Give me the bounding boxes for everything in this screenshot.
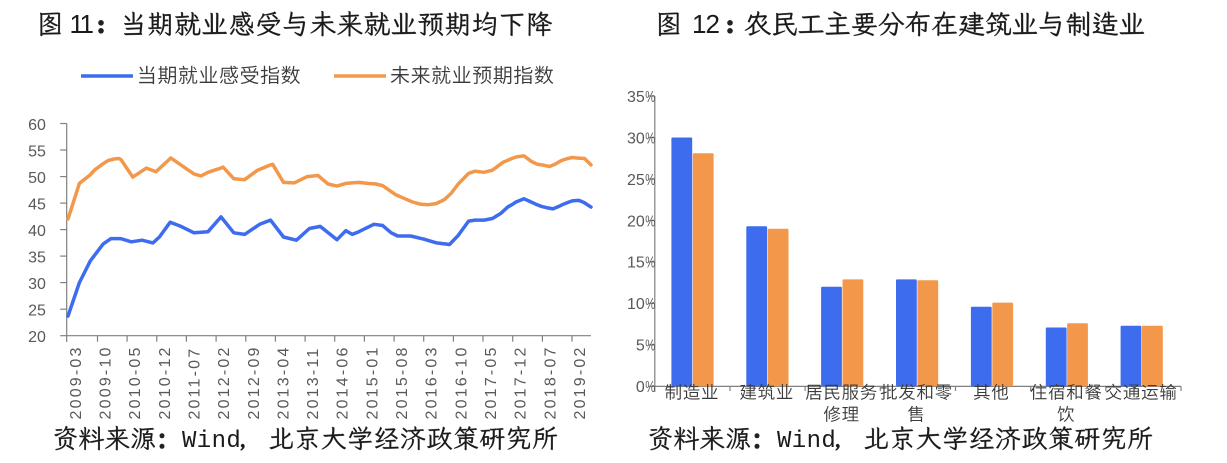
svg-text:%: %: [645, 379, 655, 396]
svg-text:%: %: [645, 296, 655, 313]
svg-text:60: 60: [28, 117, 46, 134]
svg-text:2017-12: 2017-12: [513, 345, 530, 419]
svg-text:55: 55: [28, 143, 46, 160]
svg-text:2015-08: 2015-08: [394, 345, 411, 419]
svg-text:2009-10: 2009-10: [97, 345, 114, 419]
svg-text:2018-07: 2018-07: [542, 345, 559, 419]
svg-text:%: %: [645, 172, 655, 189]
svg-text:30: 30: [627, 130, 645, 147]
svg-text:2014-06: 2014-06: [335, 345, 352, 419]
svg-text:10: 10: [627, 296, 645, 313]
svg-text:15: 15: [627, 255, 645, 272]
svg-text:%: %: [645, 130, 655, 147]
svg-text:2015-01: 2015-01: [364, 345, 381, 419]
svg-text:2011-07: 2011-07: [186, 347, 203, 420]
svg-text:2017-05: 2017-05: [483, 345, 500, 419]
svg-text:20: 20: [28, 329, 46, 346]
svg-text:%: %: [645, 213, 655, 230]
svg-text:45: 45: [28, 196, 46, 213]
svg-text:0: 0: [636, 379, 645, 396]
svg-text:50: 50: [28, 170, 46, 187]
svg-text:35: 35: [627, 89, 645, 106]
svg-text:5: 5: [636, 338, 645, 355]
svg-text:Wind: Wind: [777, 428, 836, 455]
svg-text:11: 11: [70, 9, 94, 39]
svg-text:30: 30: [28, 276, 46, 293]
svg-text:40: 40: [28, 223, 46, 240]
svg-text:35: 35: [28, 249, 46, 266]
svg-text:2013-11: 2013-11: [305, 347, 322, 420]
svg-text:25: 25: [627, 172, 645, 189]
svg-text:2016-03: 2016-03: [424, 345, 441, 419]
svg-text:20: 20: [627, 213, 645, 230]
svg-text:2016-10: 2016-10: [453, 345, 470, 419]
svg-text:Wind: Wind: [182, 428, 241, 455]
svg-text:2013-04: 2013-04: [275, 345, 292, 419]
svg-text:2019-02: 2019-02: [572, 345, 589, 419]
svg-text:%: %: [645, 338, 655, 355]
svg-text:%: %: [645, 255, 655, 272]
svg-text:2010-12: 2010-12: [157, 345, 174, 419]
svg-text:2010-05: 2010-05: [127, 345, 144, 419]
svg-text:2012-09: 2012-09: [246, 345, 263, 419]
svg-text:%: %: [645, 89, 655, 106]
svg-text:25: 25: [28, 303, 46, 320]
svg-text:2009-03: 2009-03: [68, 345, 85, 419]
svg-text:12: 12: [692, 9, 719, 39]
svg-text:2012-02: 2012-02: [216, 345, 233, 419]
